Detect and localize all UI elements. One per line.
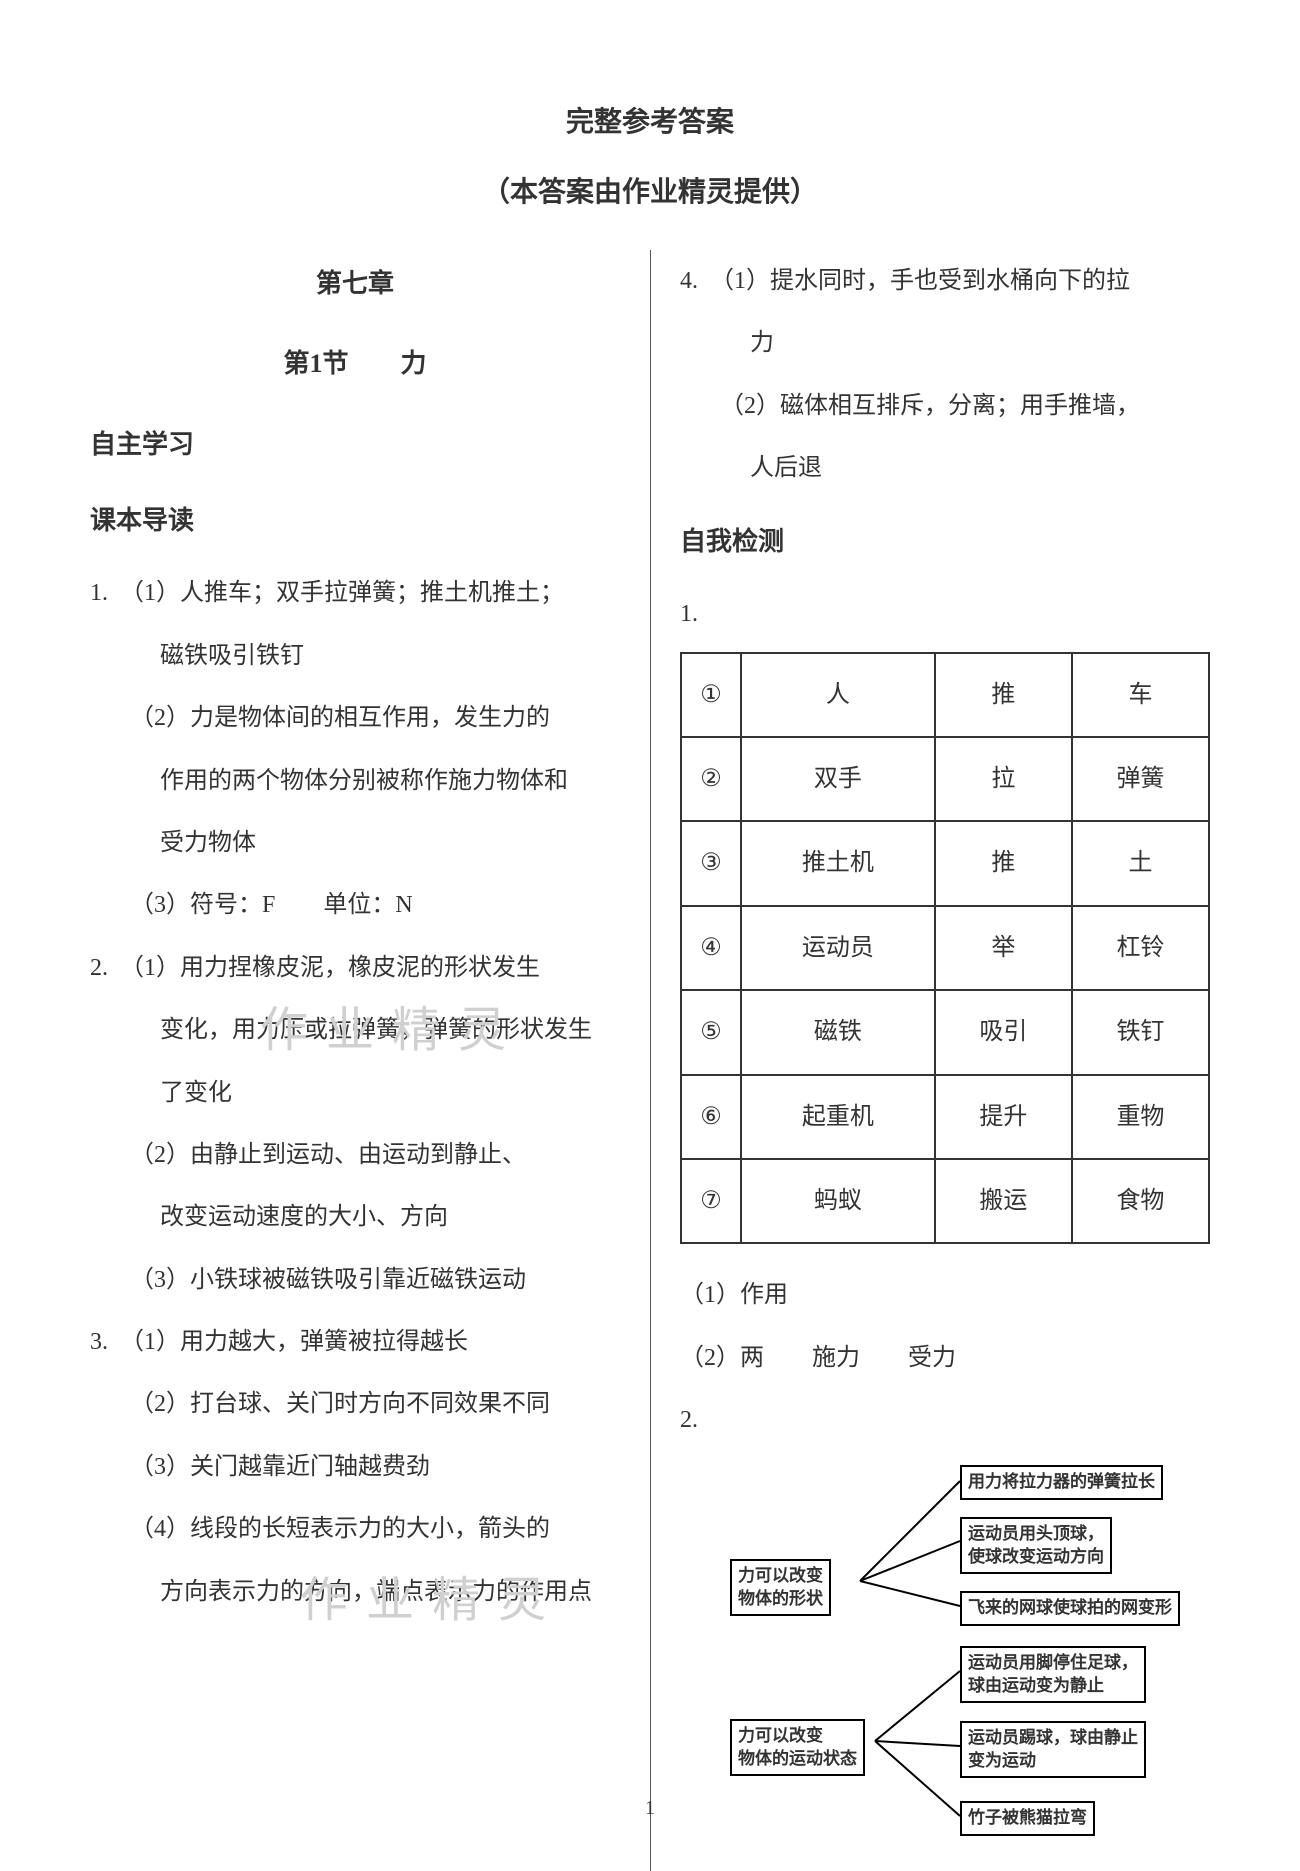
table-cell: ⑤ xyxy=(681,990,741,1074)
table-cell: 推 xyxy=(935,821,1072,905)
q1-line2: 磁铁吸引铁钉 xyxy=(90,625,620,687)
after-table-1: （1）作用 xyxy=(680,1264,1210,1326)
table-cell: 人 xyxy=(741,653,935,737)
q4-2a: （2）磁体相互排斥，分离；用手推墙， xyxy=(680,375,1210,437)
q4-1a: 4. （1）提水同时，手也受到水桶向下的拉 xyxy=(680,250,1210,312)
table-row: ③推土机推土 xyxy=(681,821,1209,905)
dbox-r2-l1: 运动员用头顶球， xyxy=(968,1524,1104,1543)
right-column: 4. （1）提水同时，手也受到水桶向下的拉 力 （2）磁体相互排斥，分离；用手推… xyxy=(650,250,1210,1871)
q2-2b: 改变运动速度的大小、方向 xyxy=(90,1186,620,1248)
dbox-r3-text: 飞来的网球使球拍的网变形 xyxy=(968,1598,1172,1617)
table-cell: 双手 xyxy=(741,737,935,821)
table-cell: 车 xyxy=(1072,653,1209,737)
dbox-center2-l1: 力可以改变 xyxy=(738,1726,823,1745)
dbox-r2: 运动员用头顶球， 使球改变运动方向 xyxy=(960,1517,1112,1573)
table-cell: ④ xyxy=(681,906,741,990)
table-cell: 拉 xyxy=(935,737,1072,821)
table-cell: 食物 xyxy=(1072,1159,1209,1243)
table-cell: 举 xyxy=(935,906,1072,990)
q4-2b: 人后退 xyxy=(680,437,1210,499)
table-cell: ⑥ xyxy=(681,1075,741,1159)
heading-ziwo: 自我检测 xyxy=(680,508,1210,576)
table-cell: ② xyxy=(681,737,741,821)
table-cell: 蚂蚁 xyxy=(741,1159,935,1243)
table-row: ⑤磁铁吸引铁钉 xyxy=(681,990,1209,1074)
table-row: ②双手拉弹簧 xyxy=(681,737,1209,821)
dbox-r6: 竹子被熊猫拉弯 xyxy=(960,1801,1095,1835)
left-column: 第七章 第1节 力 自主学习 课本导读 1. （1）人推车；双手拉弹簧；推土机推… xyxy=(90,250,650,1871)
q1-2c: 受力物体 xyxy=(90,812,620,874)
dbox-r4-l1: 运动员用脚停住足球， xyxy=(968,1653,1138,1672)
dbox-center1-l2: 物体的形状 xyxy=(738,1589,823,1608)
chapter-title: 第七章 xyxy=(90,250,620,318)
table-cell: 吸引 xyxy=(935,990,1072,1074)
table-cell: 弹簧 xyxy=(1072,737,1209,821)
q2-num: 2. xyxy=(680,1389,1210,1451)
q1-line1: 1. （1）人推车；双手拉弹簧；推土机推土； xyxy=(90,562,620,624)
table-cell: 推 xyxy=(935,653,1072,737)
table-row: ①人推车 xyxy=(681,653,1209,737)
page-number: 1 xyxy=(645,1797,655,1820)
dbox-r5-l2: 变为运动 xyxy=(968,1751,1036,1770)
table-cell: 起重机 xyxy=(741,1075,935,1159)
column-divider xyxy=(650,250,651,1871)
dbox-r4-l2: 球由运动变为静止 xyxy=(968,1676,1104,1695)
page-title-main: 完整参考答案 xyxy=(90,100,1210,140)
table-cell: 提升 xyxy=(935,1075,1072,1159)
dbox-r1: 用力将拉力器的弹簧拉长 xyxy=(960,1465,1163,1499)
heading-zizhu: 自主学习 xyxy=(90,411,620,479)
page-title-sub: （本答案由作业精灵提供） xyxy=(90,170,1210,210)
dbox-r5-l1: 运动员踢球，球由静止 xyxy=(968,1728,1138,1747)
dbox-center1: 力可以改变 物体的形状 xyxy=(730,1559,831,1615)
q4-1b: 力 xyxy=(680,312,1210,374)
q1-2a: （2）力是物体间的相互作用，发生力的 xyxy=(90,687,620,749)
concept-map: 力可以改变 物体的形状 力可以改变 物体的运动状态 用力将拉力器的弹簧拉长 运动… xyxy=(700,1451,1220,1871)
table-cell: ⑦ xyxy=(681,1159,741,1243)
table-row: ⑥起重机提升重物 xyxy=(681,1075,1209,1159)
table-cell: 重物 xyxy=(1072,1075,1209,1159)
dbox-center1-l1: 力可以改变 xyxy=(738,1566,823,1585)
table-cell: 搬运 xyxy=(935,1159,1072,1243)
q3-1: 3. （1）用力越大，弹簧被拉得越长 xyxy=(90,1311,620,1373)
q3-4b: 方向表示力的方向，端点表示力的作用点 xyxy=(90,1561,620,1623)
table-cell: 土 xyxy=(1072,821,1209,905)
t1-num: 1. xyxy=(680,601,698,627)
dbox-r4: 运动员用脚停住足球， 球由运动变为静止 xyxy=(960,1646,1146,1702)
q1-2b: 作用的两个物体分别被称作施力物体和 xyxy=(90,750,620,812)
section-title: 第1节 力 xyxy=(90,330,620,398)
q2-1c: 了变化 xyxy=(90,1062,620,1124)
dbox-center2: 力可以改变 物体的运动状态 xyxy=(730,1719,865,1775)
table-cell: 推土机 xyxy=(741,821,935,905)
dbox-r6-text: 竹子被熊猫拉弯 xyxy=(968,1808,1087,1827)
table-cell: 杠铃 xyxy=(1072,906,1209,990)
table-cell: ① xyxy=(681,653,741,737)
after-table-2: （2）两 施力 受力 xyxy=(680,1327,1210,1389)
q1-3: （3）符号：F 单位：N xyxy=(90,874,620,936)
dbox-r2-l2: 使球改变运动方向 xyxy=(968,1547,1104,1566)
table-row: ④运动员举杠铃 xyxy=(681,906,1209,990)
q3-4a: （4）线段的长短表示力的大小，箭头的 xyxy=(90,1498,620,1560)
q3-2: （2）打台球、关门时方向不同效果不同 xyxy=(90,1373,620,1435)
table-row: ⑦蚂蚁搬运食物 xyxy=(681,1159,1209,1243)
table-cell: 磁铁 xyxy=(741,990,935,1074)
dbox-r3: 飞来的网球使球拍的网变形 xyxy=(960,1591,1180,1625)
table-cell: 运动员 xyxy=(741,906,935,990)
table-cell: 铁钉 xyxy=(1072,990,1209,1074)
table-cell: ③ xyxy=(681,821,741,905)
q3-3: （3）关门越靠近门轴越费劲 xyxy=(90,1436,620,1498)
dbox-r1-text: 用力将拉力器的弹簧拉长 xyxy=(968,1472,1155,1491)
dbox-center2-l2: 物体的运动状态 xyxy=(738,1749,857,1768)
q2-3: （3）小铁球被磁铁吸引靠近磁铁运动 xyxy=(90,1249,620,1311)
force-table: ①人推车②双手拉弹簧③推土机推土④运动员举杠铃⑤磁铁吸引铁钉⑥起重机提升重物⑦蚂… xyxy=(680,652,1210,1245)
q2-1b: 变化，用力压或拉弹簧，弹簧的形状发生 xyxy=(90,999,620,1061)
q2-2a: （2）由静止到运动、由运动到静止、 xyxy=(90,1124,620,1186)
dbox-r5: 运动员踢球，球由静止 变为运动 xyxy=(960,1721,1146,1777)
two-column-content: 第七章 第1节 力 自主学习 课本导读 1. （1）人推车；双手拉弹簧；推土机推… xyxy=(90,250,1210,1871)
q2-1a: 2. （1）用力捏橡皮泥，橡皮泥的形状发生 xyxy=(90,937,620,999)
heading-kebendu: 课本导读 xyxy=(90,487,620,555)
